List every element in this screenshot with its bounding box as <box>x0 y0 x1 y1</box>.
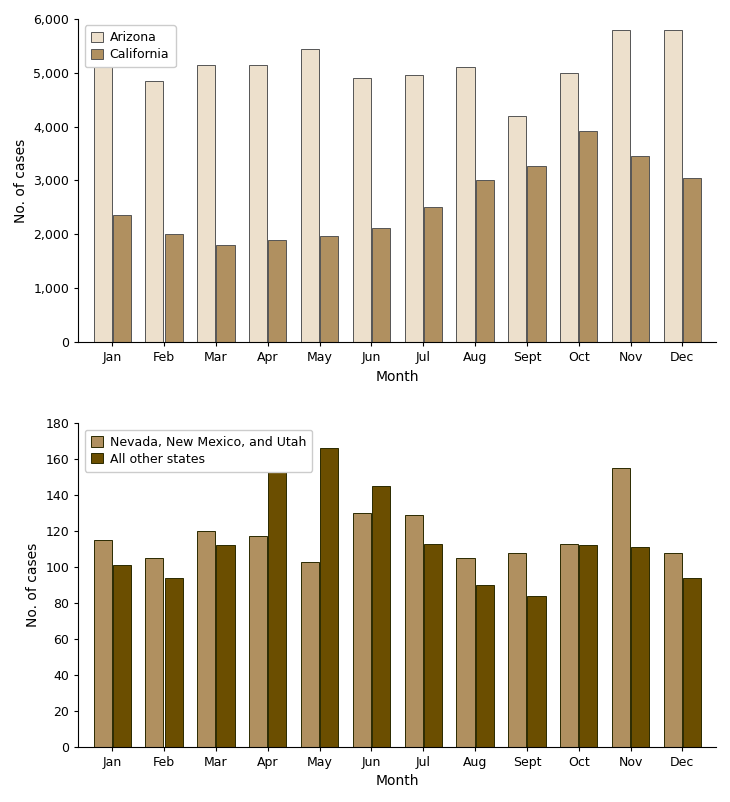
Bar <box>631 156 649 342</box>
Bar <box>249 65 267 342</box>
Bar <box>145 81 164 342</box>
Y-axis label: No. of cases: No. of cases <box>26 543 40 627</box>
Bar <box>320 448 338 747</box>
Bar <box>320 236 338 342</box>
Bar <box>579 545 597 747</box>
Bar <box>423 544 442 747</box>
Bar <box>560 544 578 747</box>
Bar <box>249 537 267 747</box>
Bar <box>197 65 215 342</box>
Bar <box>404 515 423 747</box>
Bar <box>631 547 649 747</box>
Bar <box>612 30 630 342</box>
Bar <box>456 67 474 342</box>
Bar <box>527 166 545 342</box>
Bar <box>216 245 234 342</box>
Bar <box>423 208 442 342</box>
Bar <box>216 545 234 747</box>
Bar <box>372 228 390 342</box>
Legend: Arizona, California: Arizona, California <box>85 25 176 67</box>
Bar <box>475 585 493 747</box>
Bar <box>508 115 526 342</box>
Y-axis label: No. of cases: No. of cases <box>14 139 28 223</box>
Bar <box>112 216 131 342</box>
Bar <box>372 486 390 747</box>
Bar <box>527 596 545 747</box>
Bar <box>353 513 371 747</box>
Bar <box>683 178 701 342</box>
Legend: Nevada, New Mexico, and Utah, All other states: Nevada, New Mexico, and Utah, All other … <box>85 430 312 472</box>
Bar <box>93 540 112 747</box>
Bar <box>164 234 182 342</box>
Bar <box>664 553 682 747</box>
Bar <box>112 565 131 747</box>
Bar <box>456 558 474 747</box>
Bar <box>301 561 319 747</box>
X-axis label: Month: Month <box>375 774 419 788</box>
Bar <box>268 467 286 747</box>
Bar <box>579 131 597 342</box>
Bar <box>612 468 630 747</box>
Bar <box>268 240 286 342</box>
Bar <box>93 40 112 342</box>
X-axis label: Month: Month <box>375 370 419 383</box>
Bar <box>197 531 215 747</box>
Bar <box>404 75 423 342</box>
Bar <box>353 78 371 342</box>
Bar <box>508 553 526 747</box>
Bar <box>560 73 578 342</box>
Bar <box>683 577 701 747</box>
Bar <box>301 48 319 342</box>
Bar <box>164 577 182 747</box>
Bar <box>145 558 164 747</box>
Bar <box>475 180 493 342</box>
Bar <box>664 30 682 342</box>
